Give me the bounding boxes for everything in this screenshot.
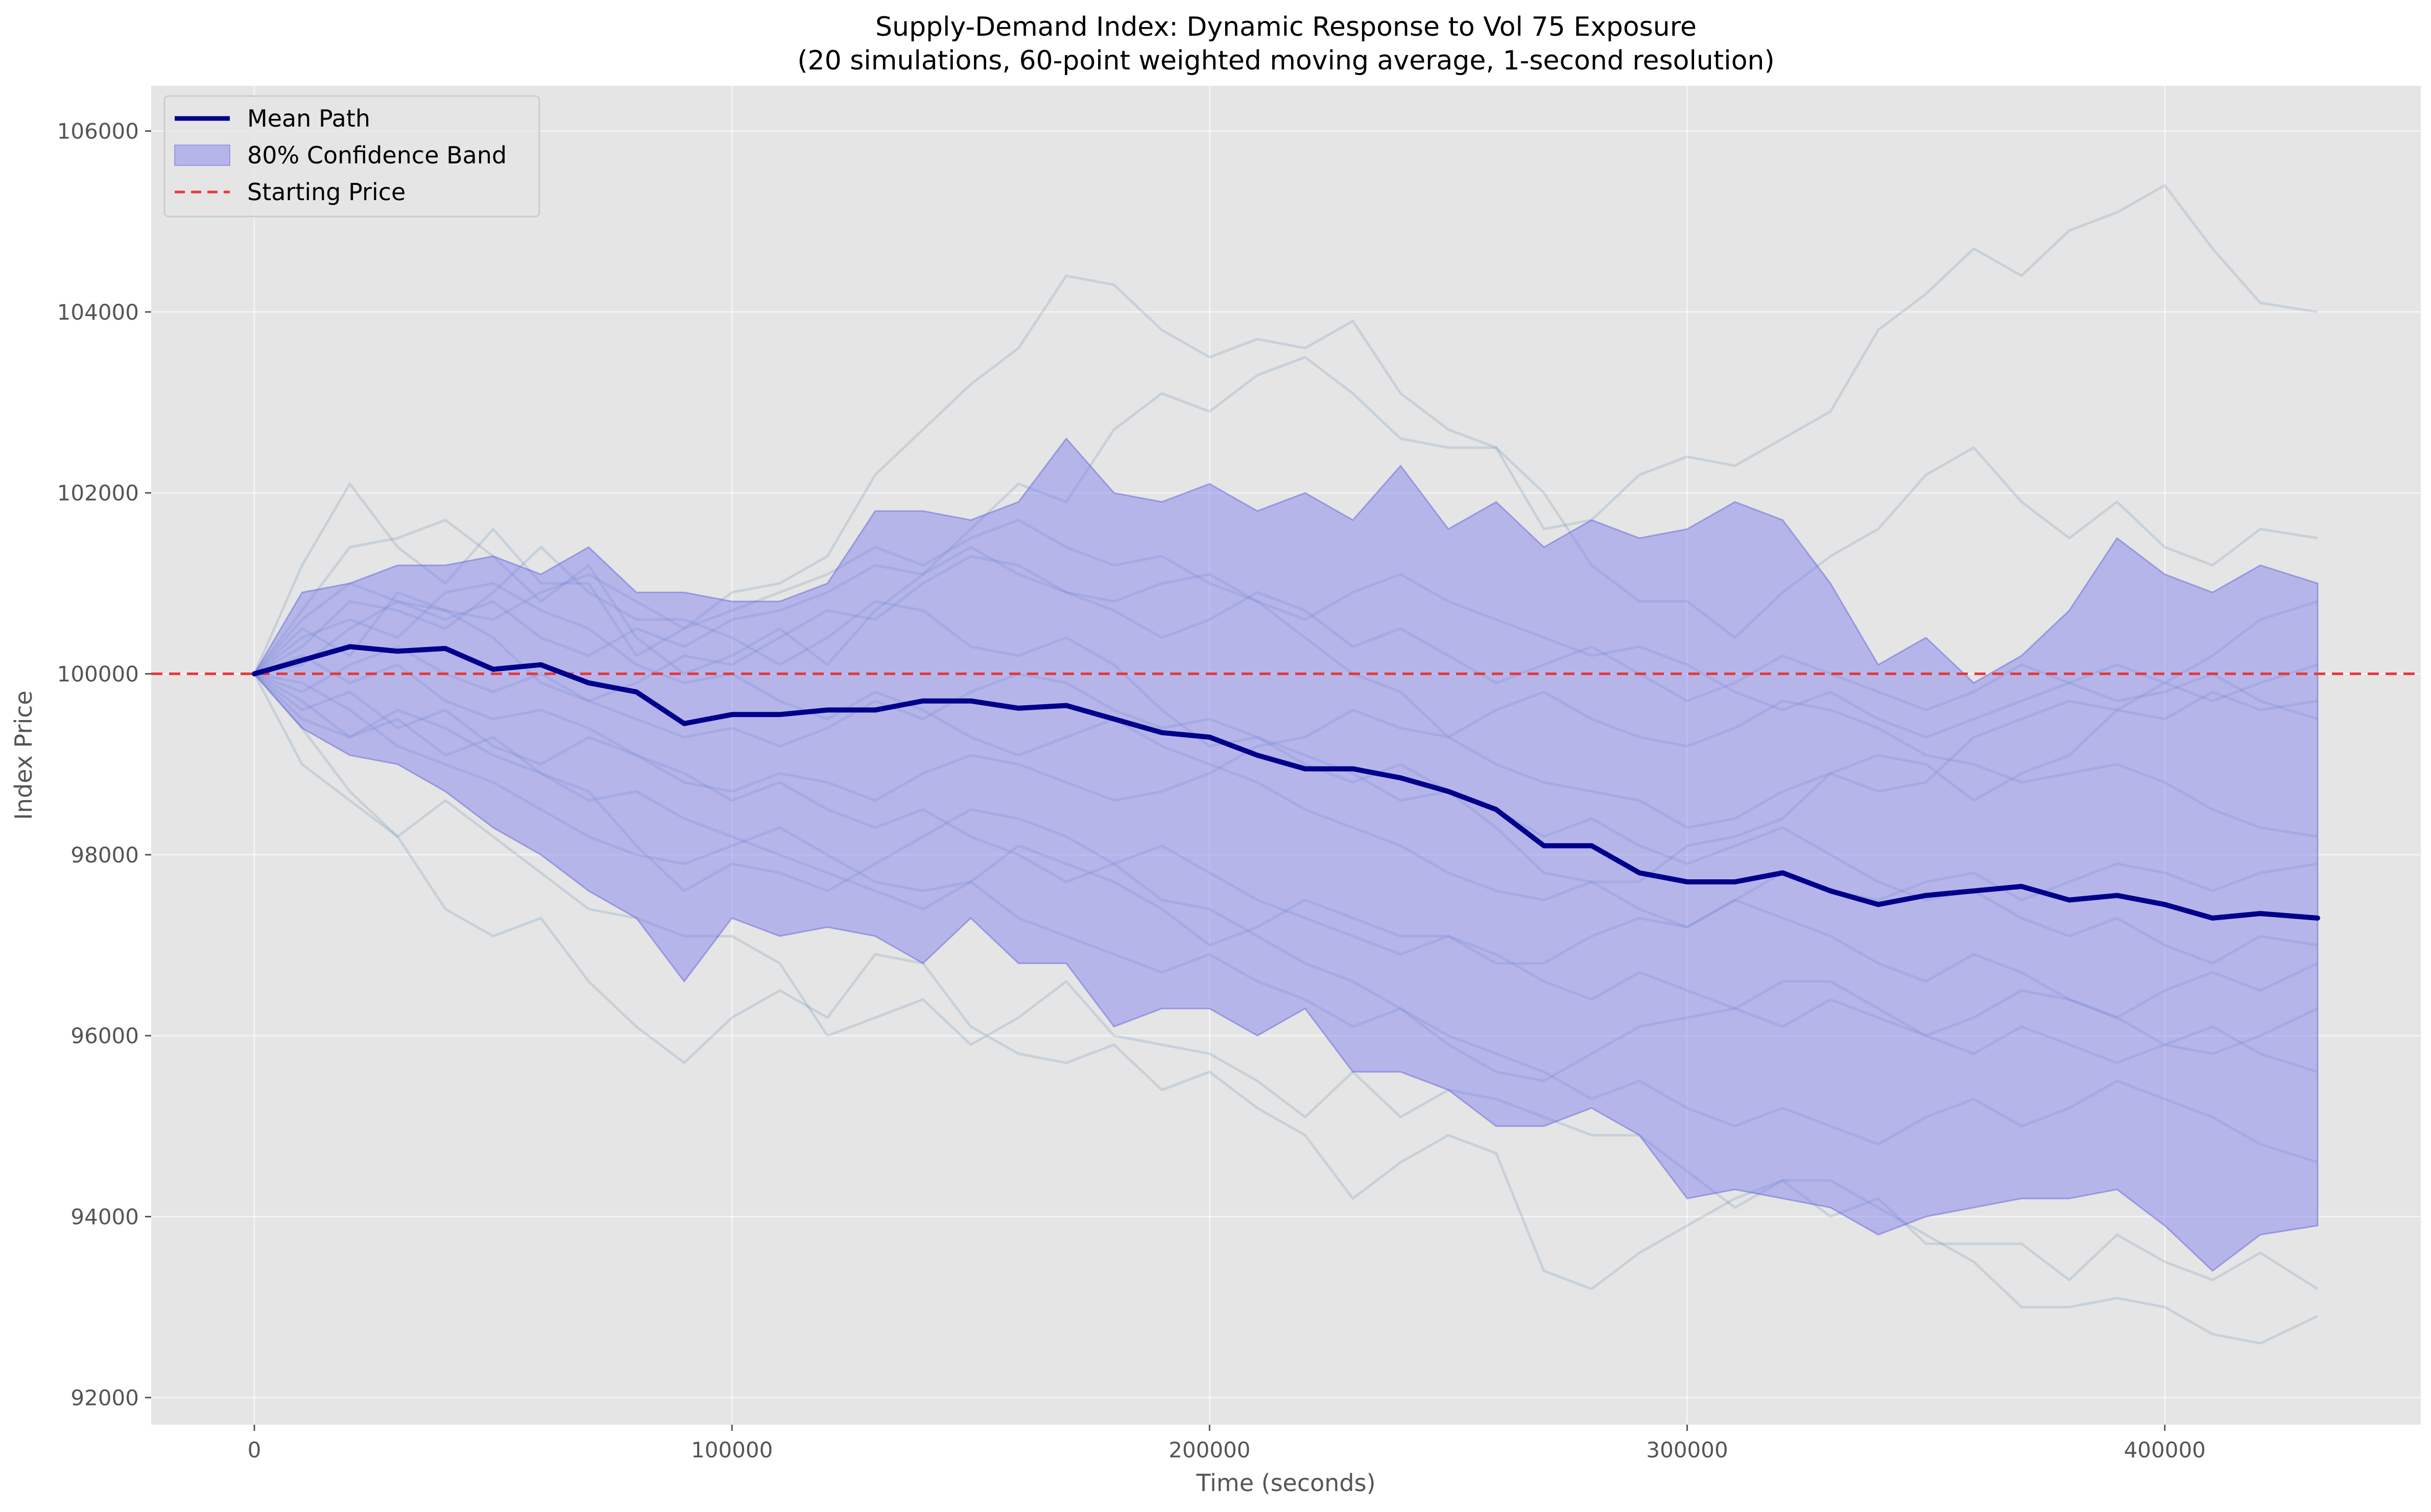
simulation-path	[254, 654, 2318, 838]
simulation-paths	[253, 184, 2319, 1345]
simulation-path	[253, 582, 2319, 1019]
simulation-path	[253, 184, 2318, 675]
simulation-path	[253, 673, 2318, 1073]
simulation-path	[254, 673, 2318, 965]
y-tick-label: 106000	[57, 119, 139, 144]
legend-confidence-band-swatch	[174, 145, 230, 166]
legend-starting-price-label: Starting Price	[247, 178, 406, 206]
y-tick-label: 102000	[57, 481, 139, 506]
y-tick-label: 104000	[57, 300, 139, 325]
legend: Mean Path 80% Confidence Band Starting P…	[163, 95, 540, 218]
x-tick-label: 100000	[691, 1437, 773, 1462]
simulation-path	[254, 518, 2318, 739]
simulation-path	[253, 546, 2318, 883]
y-tick-label: 98000	[70, 843, 139, 868]
y-tick-label: 92000	[70, 1385, 139, 1410]
x-tick-label: 400000	[2124, 1437, 2206, 1462]
tick-layer: 0 100000 200000 300000 400000 92000 94000 96000…	[57, 119, 2206, 1462]
chart-subtitle: (20 simulations, 60-point weighted movin…	[797, 45, 1775, 76]
y-axis-label: Index Price	[10, 690, 37, 820]
simulation-path	[253, 673, 2319, 1290]
simulation-path	[253, 356, 2318, 676]
simulation-path	[253, 555, 2318, 829]
legend-confidence-band-label: 80% Confidence Band	[247, 141, 507, 169]
confidence-band	[253, 437, 2319, 1272]
x-tick-label: 200000	[1169, 1437, 1250, 1462]
confidence-band-layer	[253, 437, 2319, 1272]
x-tick-label: 0	[248, 1437, 261, 1462]
simulation-path	[253, 673, 2319, 1083]
simulation-path	[253, 673, 2319, 1345]
x-tick-label: 300000	[1646, 1437, 1728, 1462]
chart-title: Supply-Demand Index: Dynamic Response to…	[875, 12, 1697, 42]
legend-mean-path-label: Mean Path	[247, 105, 370, 132]
y-tick-label: 100000	[57, 662, 139, 687]
plot-area	[151, 86, 2421, 1425]
mean-path-layer	[252, 644, 2320, 921]
simulation-path	[253, 546, 2318, 721]
mean-path-line	[252, 644, 2320, 921]
x-axis-label: Time (seconds)	[1196, 1469, 1375, 1497]
legend-box	[163, 95, 540, 218]
y-tick-label: 96000	[70, 1023, 139, 1048]
simulation-path	[253, 673, 2318, 1164]
y-tick-label: 94000	[70, 1205, 139, 1230]
